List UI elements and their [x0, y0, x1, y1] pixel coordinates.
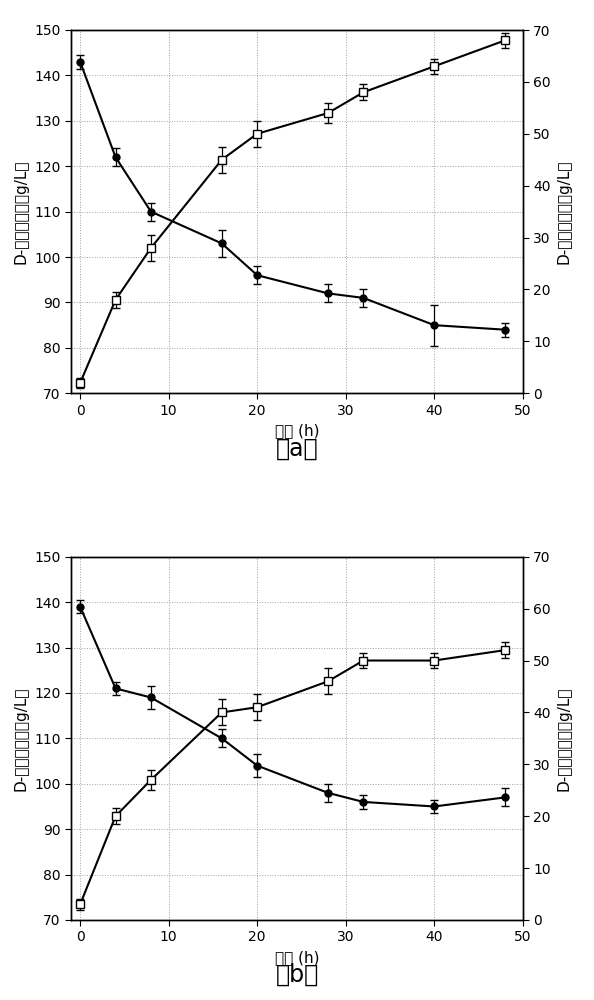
Y-axis label: D-塔格糖浓度（g/L）: D-塔格糖浓度（g/L）: [557, 159, 571, 264]
Y-axis label: D-半乳糖浓度（g/L）: D-半乳糖浓度（g/L）: [14, 159, 29, 264]
Text: （a）: （a）: [276, 436, 318, 460]
X-axis label: 时间 (h): 时间 (h): [275, 423, 319, 438]
X-axis label: 时间 (h): 时间 (h): [275, 950, 319, 965]
Y-axis label: D-半乳糖浓度（g/L）: D-半乳糖浓度（g/L）: [14, 686, 29, 791]
Text: （b）: （b）: [276, 963, 318, 987]
Y-axis label: D-塔格糖浓度（g/L）: D-塔格糖浓度（g/L）: [557, 686, 571, 791]
